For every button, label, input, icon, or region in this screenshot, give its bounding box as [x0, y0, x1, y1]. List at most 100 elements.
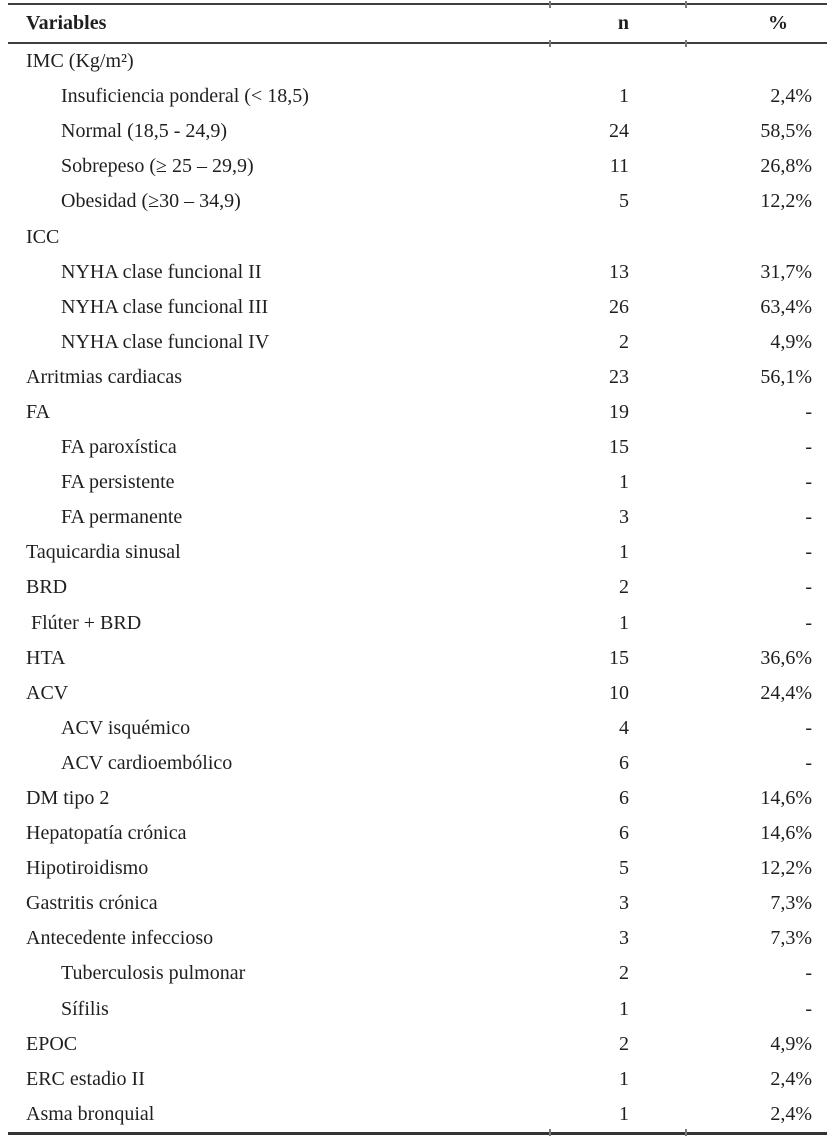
n-cell: 15: [609, 646, 629, 669]
table-row: Asma bronquial 1 2,4%: [0, 1097, 812, 1132]
percent-cell: -: [805, 506, 812, 529]
table-row: Gastritis crónica 3 7,3%: [0, 886, 812, 921]
variable-cell: Gastritis crónica: [26, 892, 158, 915]
variable-cell: Obesidad (≥30 – 34,9): [61, 190, 241, 213]
n-cell: 1: [619, 997, 629, 1020]
n-cell: 19: [609, 400, 629, 423]
percent-cell: 63,4%: [760, 295, 812, 318]
n-cell: 5: [619, 190, 629, 213]
table-row: FA persistente 1 -: [0, 465, 812, 500]
variable-cell: ACV cardioembólico: [61, 751, 233, 774]
percent-cell: -: [805, 751, 812, 774]
n-cell: 1: [619, 471, 629, 494]
percent-cell: 2,4%: [770, 85, 812, 108]
percent-cell: -: [805, 962, 812, 985]
n-cell: 6: [619, 822, 629, 845]
percent-cell: 14,6%: [760, 822, 812, 845]
n-cell: 2: [619, 962, 629, 985]
table-row: DM tipo 2 6 14,6%: [0, 781, 812, 816]
variable-cell: NYHA clase funcional IV: [61, 330, 270, 353]
variable-cell: Sobrepeso (≥ 25 – 29,9): [61, 155, 254, 178]
variable-cell: Hipotiroidismo: [26, 857, 149, 880]
variable-cell: Antecedente infeccioso: [26, 927, 214, 950]
percent-cell: 14,6%: [760, 787, 812, 810]
variable-cell: Sífilis: [61, 997, 109, 1020]
percent-cell: -: [805, 716, 812, 739]
table-row: FA permanente 3 -: [0, 500, 812, 535]
variable-cell: BRD: [26, 576, 68, 599]
percent-cell: 36,6%: [760, 646, 812, 669]
variable-cell: Asma bronquial: [26, 1102, 155, 1125]
table-row: Hipotiroidismo 5 12,2%: [0, 851, 812, 886]
percent-cell: 4,9%: [770, 1032, 812, 1055]
n-cell: 5: [619, 857, 629, 880]
table-row: Tuberculosis pulmonar 2 -: [0, 956, 812, 991]
variable-cell: Hepatopatía crónica: [26, 822, 187, 845]
table-row: FA 19 -: [0, 395, 812, 430]
table-row: Taquicardia sinusal 1 -: [0, 535, 812, 570]
table-row: Obesidad (≥30 – 34,9) 5 12,2%: [0, 184, 812, 219]
table-row: NYHA clase funcional IV 2 4,9%: [0, 325, 812, 360]
variable-cell: EPOC: [26, 1032, 78, 1055]
n-cell: 26: [609, 295, 629, 318]
percent-cell: 58,5%: [760, 120, 812, 143]
percent-cell: 2,4%: [770, 1102, 812, 1125]
table-row: ACV cardioembólico 6 -: [0, 746, 812, 781]
variable-cell: Insuficiencia ponderal (< 18,5): [61, 85, 309, 108]
table-row: ICC: [0, 219, 812, 254]
percent-cell: 7,3%: [770, 927, 812, 950]
variable-cell: NYHA clase funcional III: [61, 295, 269, 318]
table-row: NYHA clase funcional II 13 31,7%: [0, 255, 812, 290]
n-cell: 1: [619, 85, 629, 108]
table-bottom-rule: [8, 1132, 827, 1135]
percent-cell: 31,7%: [760, 260, 812, 283]
n-cell: 13: [609, 260, 629, 283]
table-row: BRD 2 -: [0, 570, 812, 605]
percent-cell: -: [805, 576, 812, 599]
table-row: Flúter + BRD 1 -: [0, 606, 812, 641]
table-row: Sobrepeso (≥ 25 – 29,9) 11 26,8%: [0, 149, 812, 184]
n-cell: 2: [619, 1032, 629, 1055]
n-cell: 1: [619, 611, 629, 634]
percent-cell: -: [805, 541, 812, 564]
percent-cell: 12,2%: [760, 190, 812, 213]
table-row: FA paroxística 15 -: [0, 430, 812, 465]
table-row: HTA 15 36,6%: [0, 641, 812, 676]
percent-cell: 56,1%: [760, 365, 812, 388]
variable-cell: Taquicardia sinusal: [26, 541, 181, 564]
percent-cell: -: [805, 471, 812, 494]
variable-cell: Normal (18,5 - 24,9): [61, 120, 228, 143]
n-cell: 24: [609, 120, 629, 143]
variable-cell: FA: [26, 400, 51, 423]
table-row: ACV 10 24,4%: [0, 676, 812, 711]
n-cell: 6: [619, 787, 629, 810]
column-tick: [549, 1, 551, 8]
percent-cell: -: [805, 400, 812, 423]
percent-cell: 2,4%: [770, 1067, 812, 1090]
column-tick: [685, 1, 687, 8]
n-cell: 1: [619, 541, 629, 564]
column-tick: [685, 40, 687, 47]
variable-cell: HTA: [26, 646, 66, 669]
n-cell: 6: [619, 751, 629, 774]
table-top-rule: [8, 3, 827, 5]
table-row: IMC (Kg/m²): [0, 44, 812, 79]
column-tick: [685, 1129, 687, 1136]
percent-cell: 7,3%: [770, 892, 812, 915]
n-cell: 4: [619, 716, 629, 739]
table-header-row: Variables n %: [0, 5, 812, 42]
table-row: Hepatopatía crónica 6 14,6%: [0, 816, 812, 851]
table-row: EPOC 2 4,9%: [0, 1027, 812, 1062]
variable-cell: ACV isquémico: [61, 716, 191, 739]
variable-cell: NYHA clase funcional II: [61, 260, 262, 283]
n-cell: 2: [619, 576, 629, 599]
column-tick: [549, 1129, 551, 1136]
variable-cell: Flúter + BRD: [26, 611, 142, 634]
percent-cell: -: [805, 611, 812, 634]
n-cell: 2: [619, 330, 629, 353]
variable-cell: Tuberculosis pulmonar: [61, 962, 246, 985]
n-cell: 1: [619, 1067, 629, 1090]
table-header-rule: [8, 42, 827, 44]
table-row: Sífilis 1 -: [0, 992, 812, 1027]
